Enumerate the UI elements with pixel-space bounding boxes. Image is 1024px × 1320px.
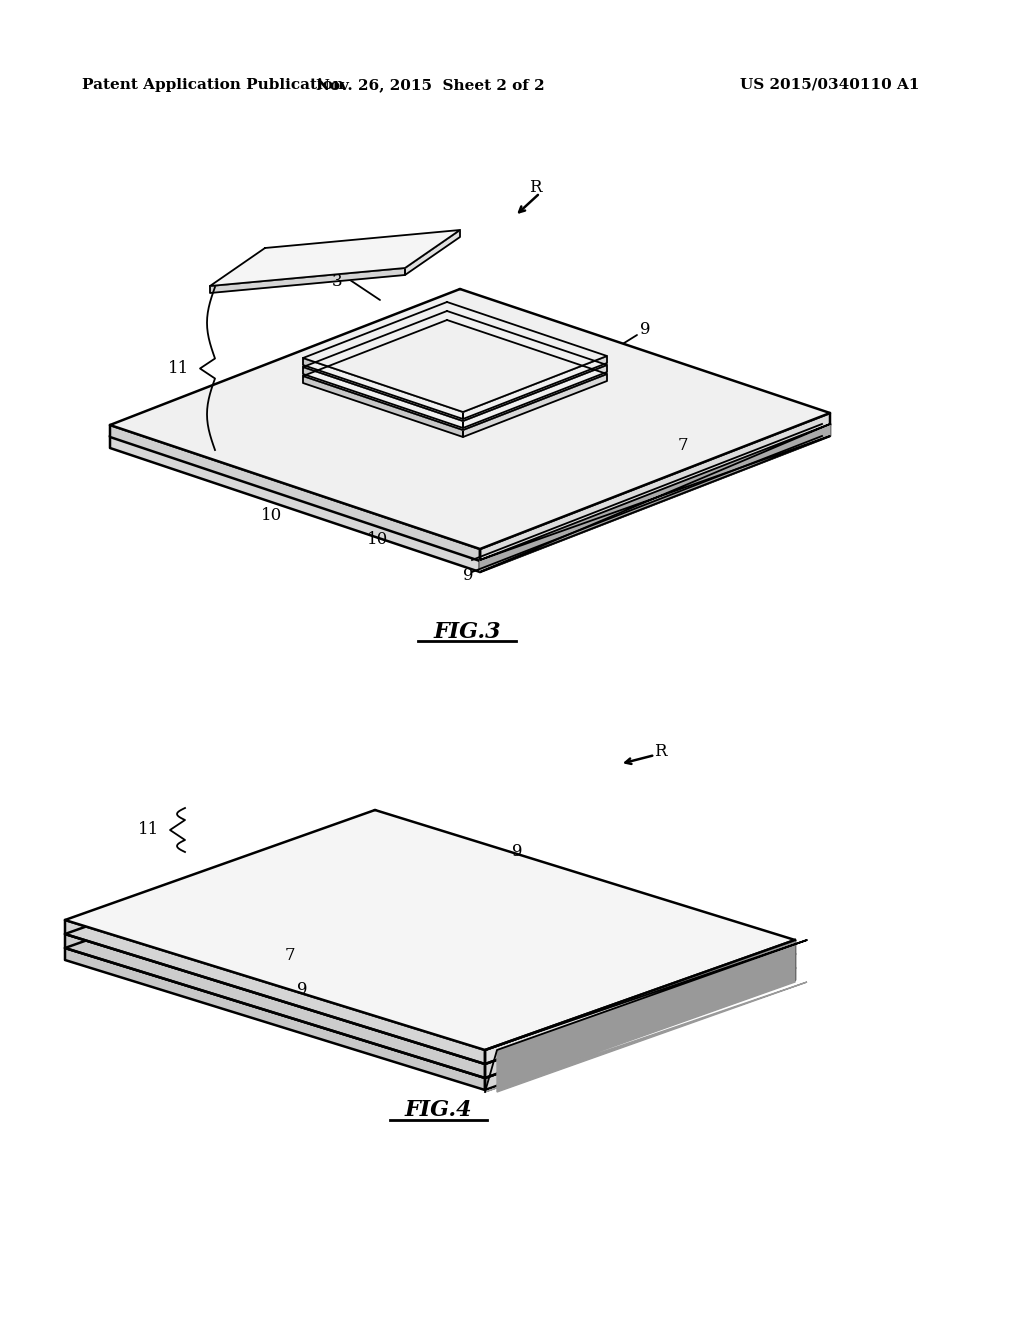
- Polygon shape: [110, 436, 480, 572]
- Text: FIG.3: FIG.3: [433, 620, 501, 643]
- Polygon shape: [303, 367, 463, 428]
- Polygon shape: [303, 319, 607, 430]
- Polygon shape: [303, 358, 463, 418]
- Text: 10: 10: [261, 507, 283, 524]
- Polygon shape: [210, 230, 460, 286]
- Text: 11: 11: [168, 360, 189, 378]
- Polygon shape: [463, 356, 607, 418]
- Polygon shape: [110, 300, 830, 560]
- Polygon shape: [480, 413, 830, 561]
- Polygon shape: [110, 289, 830, 549]
- Text: Patent Application Publication: Patent Application Publication: [82, 78, 344, 92]
- Polygon shape: [210, 268, 406, 293]
- Text: 11: 11: [138, 821, 159, 838]
- Polygon shape: [65, 810, 795, 1049]
- Text: 7: 7: [678, 437, 688, 454]
- Polygon shape: [406, 230, 460, 275]
- Text: R: R: [653, 743, 667, 760]
- Text: 3: 3: [332, 273, 342, 290]
- Text: 10: 10: [368, 532, 389, 549]
- Polygon shape: [485, 954, 795, 1078]
- Polygon shape: [303, 302, 607, 412]
- Text: US 2015/0340110 A1: US 2015/0340110 A1: [740, 78, 920, 92]
- Text: FIG.4: FIG.4: [404, 1100, 472, 1121]
- Polygon shape: [485, 940, 807, 1092]
- Text: 9: 9: [640, 322, 650, 338]
- Text: Nov. 26, 2015  Sheet 2 of 2: Nov. 26, 2015 Sheet 2 of 2: [315, 78, 545, 92]
- Text: 7: 7: [285, 946, 295, 964]
- Polygon shape: [65, 824, 795, 1064]
- Polygon shape: [485, 940, 795, 1064]
- Polygon shape: [480, 424, 830, 572]
- Text: 9: 9: [512, 843, 522, 861]
- Polygon shape: [65, 948, 485, 1090]
- Polygon shape: [303, 312, 607, 421]
- Polygon shape: [463, 374, 607, 437]
- Text: R: R: [528, 180, 542, 197]
- Polygon shape: [485, 968, 795, 1090]
- Text: 9: 9: [463, 566, 473, 583]
- Polygon shape: [65, 838, 795, 1078]
- Text: 9: 9: [298, 982, 308, 998]
- Polygon shape: [463, 366, 607, 428]
- Polygon shape: [480, 424, 830, 572]
- Polygon shape: [65, 920, 485, 1064]
- Polygon shape: [303, 376, 463, 437]
- Polygon shape: [110, 425, 480, 561]
- Polygon shape: [65, 935, 485, 1078]
